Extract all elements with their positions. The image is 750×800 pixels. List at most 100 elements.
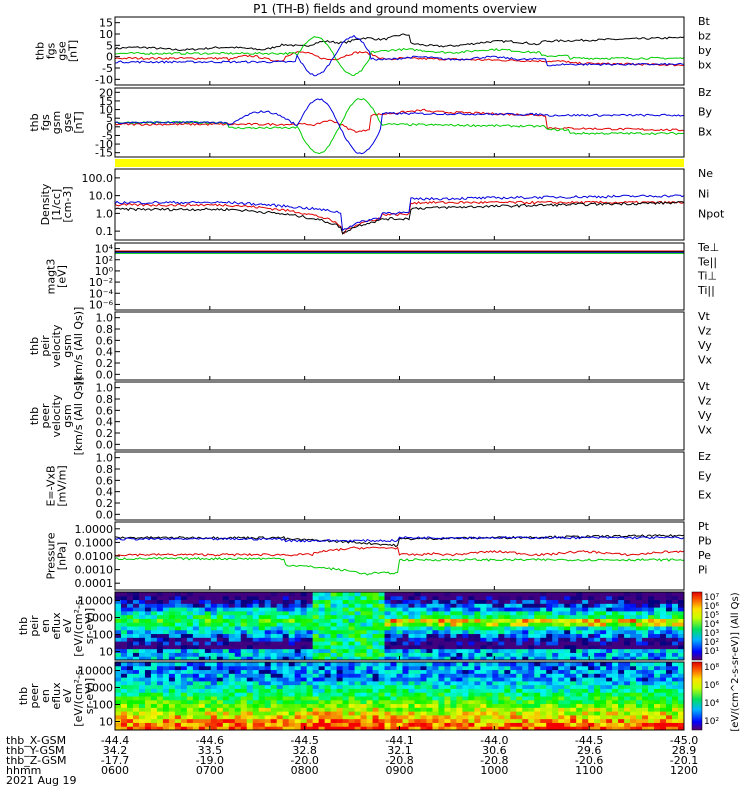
heatmap-cell	[312, 726, 320, 731]
heatmap-cell	[540, 711, 547, 716]
heatmap-cell	[270, 618, 278, 623]
heatmap-cell	[426, 641, 433, 646]
heatmap-cell	[558, 699, 565, 705]
heatmap-cell	[510, 626, 517, 631]
heatmap-cell	[630, 614, 637, 619]
xaxis-value: 28.9	[672, 744, 697, 757]
heatmap-cell	[234, 629, 242, 635]
heatmap-cell	[492, 726, 499, 731]
heatmap-cell	[384, 703, 392, 708]
heatmap-cell	[624, 603, 631, 608]
heatmap-cell	[150, 622, 158, 627]
ylabel-line: eflux	[50, 682, 63, 710]
heatmap-cell	[414, 711, 421, 716]
heatmap-cell	[396, 711, 403, 716]
heatmap-cell	[396, 603, 403, 608]
heatmap-cell	[540, 707, 547, 712]
ytick-label: 10	[99, 646, 113, 659]
heatmap-cell	[120, 714, 128, 720]
heatmap-cell	[138, 677, 146, 682]
heatmap-cell	[516, 652, 523, 657]
heatmap-cell	[378, 637, 386, 642]
heatmap-cell	[234, 599, 242, 604]
heatmap-cell	[570, 626, 577, 631]
heatmap-cell	[264, 662, 272, 667]
heatmap-cell	[330, 703, 338, 708]
heatmap-cell	[348, 595, 356, 601]
legend-Pt: Pt	[698, 520, 710, 533]
heatmap-cell	[636, 680, 643, 686]
heatmap-cell	[336, 614, 344, 619]
heatmap-cell	[438, 669, 445, 674]
heatmap-cell	[324, 592, 332, 597]
heatmap-cell	[366, 607, 374, 612]
heatmap-cell	[240, 652, 248, 657]
heatmap-cell	[246, 707, 254, 712]
heatmap-cell	[504, 614, 511, 619]
heatmap-cell	[318, 592, 326, 597]
heatmap-cell	[528, 711, 535, 716]
heatmap-cell	[648, 665, 655, 671]
heatmap-cell	[558, 637, 565, 642]
heatmap-cell	[414, 726, 421, 731]
heatmap-cell	[522, 703, 529, 708]
heatmap-cell	[264, 703, 272, 708]
heatmap-cell	[384, 688, 392, 693]
heatmap-cell	[642, 610, 649, 616]
heatmap-cell	[174, 599, 182, 604]
heatmap-cell	[330, 633, 338, 638]
heatmap-cell	[636, 662, 643, 667]
heatmap-cell	[474, 714, 481, 720]
heatmap-cell	[192, 726, 200, 731]
heatmap-cell	[468, 595, 475, 601]
heatmap-cell	[336, 688, 344, 693]
heatmap-cell	[144, 722, 152, 727]
colorbar-tick-label: 10⁸	[704, 663, 719, 673]
heatmap-cell	[390, 641, 398, 646]
heatmap-cell	[168, 633, 176, 638]
heatmap-cell	[198, 610, 206, 616]
heatmap-cell	[654, 711, 661, 716]
heatmap-cell	[426, 656, 433, 661]
heatmap-cell	[444, 595, 451, 601]
heatmap-cell	[324, 722, 332, 727]
heatmap-cell	[408, 656, 415, 661]
heatmap-cell	[534, 673, 541, 678]
legend-Npot: Npot	[698, 208, 725, 221]
heatmap-cell	[576, 684, 583, 689]
heatmap-cell	[582, 673, 589, 678]
heatmap-cell	[252, 618, 260, 623]
heatmap-cell	[372, 703, 380, 708]
heatmap-cell	[450, 722, 457, 727]
heatmap-cell	[492, 622, 499, 627]
heatmap-cell	[570, 688, 577, 693]
heatmap-cell	[144, 641, 152, 646]
heatmap-cell	[144, 644, 152, 650]
heatmap-cell	[642, 707, 649, 712]
heatmap-cell	[192, 592, 200, 597]
xaxis-value: -44.5	[575, 734, 603, 747]
heatmap-cell	[264, 603, 272, 608]
heatmap-cell	[330, 688, 338, 693]
heatmap-cell	[570, 622, 577, 627]
heatmap-cell	[342, 622, 350, 627]
heatmap-cell	[276, 595, 284, 601]
legend-Vt: Vt	[698, 380, 711, 393]
heatmap-cell	[132, 641, 140, 646]
heatmap-cell	[300, 652, 308, 657]
heatmap-cell	[666, 688, 673, 693]
heatmap-cell	[594, 644, 601, 650]
heatmap-cell	[660, 722, 667, 727]
heatmap-cell	[372, 610, 380, 616]
heatmap-cell	[504, 610, 511, 616]
heatmap-cell	[648, 592, 655, 597]
heatmap-cell	[276, 592, 284, 597]
heatmap-cell	[360, 662, 368, 667]
ytick-label: 0.0100	[75, 550, 114, 563]
heatmap-cell	[115, 662, 122, 667]
heatmap-cell	[504, 644, 511, 650]
ytick-label: 0	[106, 121, 113, 134]
heatmap-cell	[186, 592, 194, 597]
xaxis-value: 1200	[670, 764, 698, 777]
heatmap-cell	[252, 684, 260, 689]
